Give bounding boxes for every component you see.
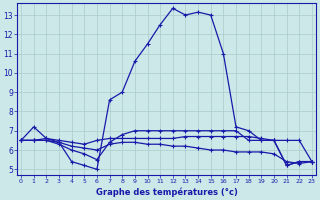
X-axis label: Graphe des températures (°c): Graphe des températures (°c)	[96, 187, 237, 197]
